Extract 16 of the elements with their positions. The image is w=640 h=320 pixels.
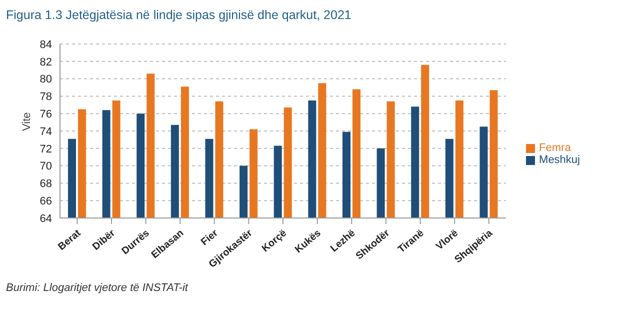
y-tick-label: 76 <box>40 108 52 121</box>
y-tick-label: 80 <box>40 74 52 86</box>
y-tick-label: 68 <box>40 178 52 190</box>
y-tick-label: 84 <box>40 38 52 51</box>
chart-title: Figura 1.3 Jetëgjatësia në lindje sipas gjinisë dhe qarkut, 2021 <box>6 8 352 22</box>
y-tick-label: 72 <box>40 143 52 156</box>
y-tick-label: 74 <box>40 126 52 138</box>
y-tick-label: 82 <box>40 56 52 68</box>
legend-label: Meshkuj <box>539 154 580 166</box>
y-tick-label: 70 <box>40 160 52 173</box>
y-axis-title: Vite <box>20 112 33 131</box>
text: Burimi: Llogaritjet vjetore të INSTAT-it <box>6 282 188 294</box>
y-tick-label: 66 <box>40 196 52 208</box>
legend-label: Femra <box>539 142 571 154</box>
y-tick-label: 78 <box>40 91 52 104</box>
y-tick-label: 64 <box>40 212 52 225</box>
